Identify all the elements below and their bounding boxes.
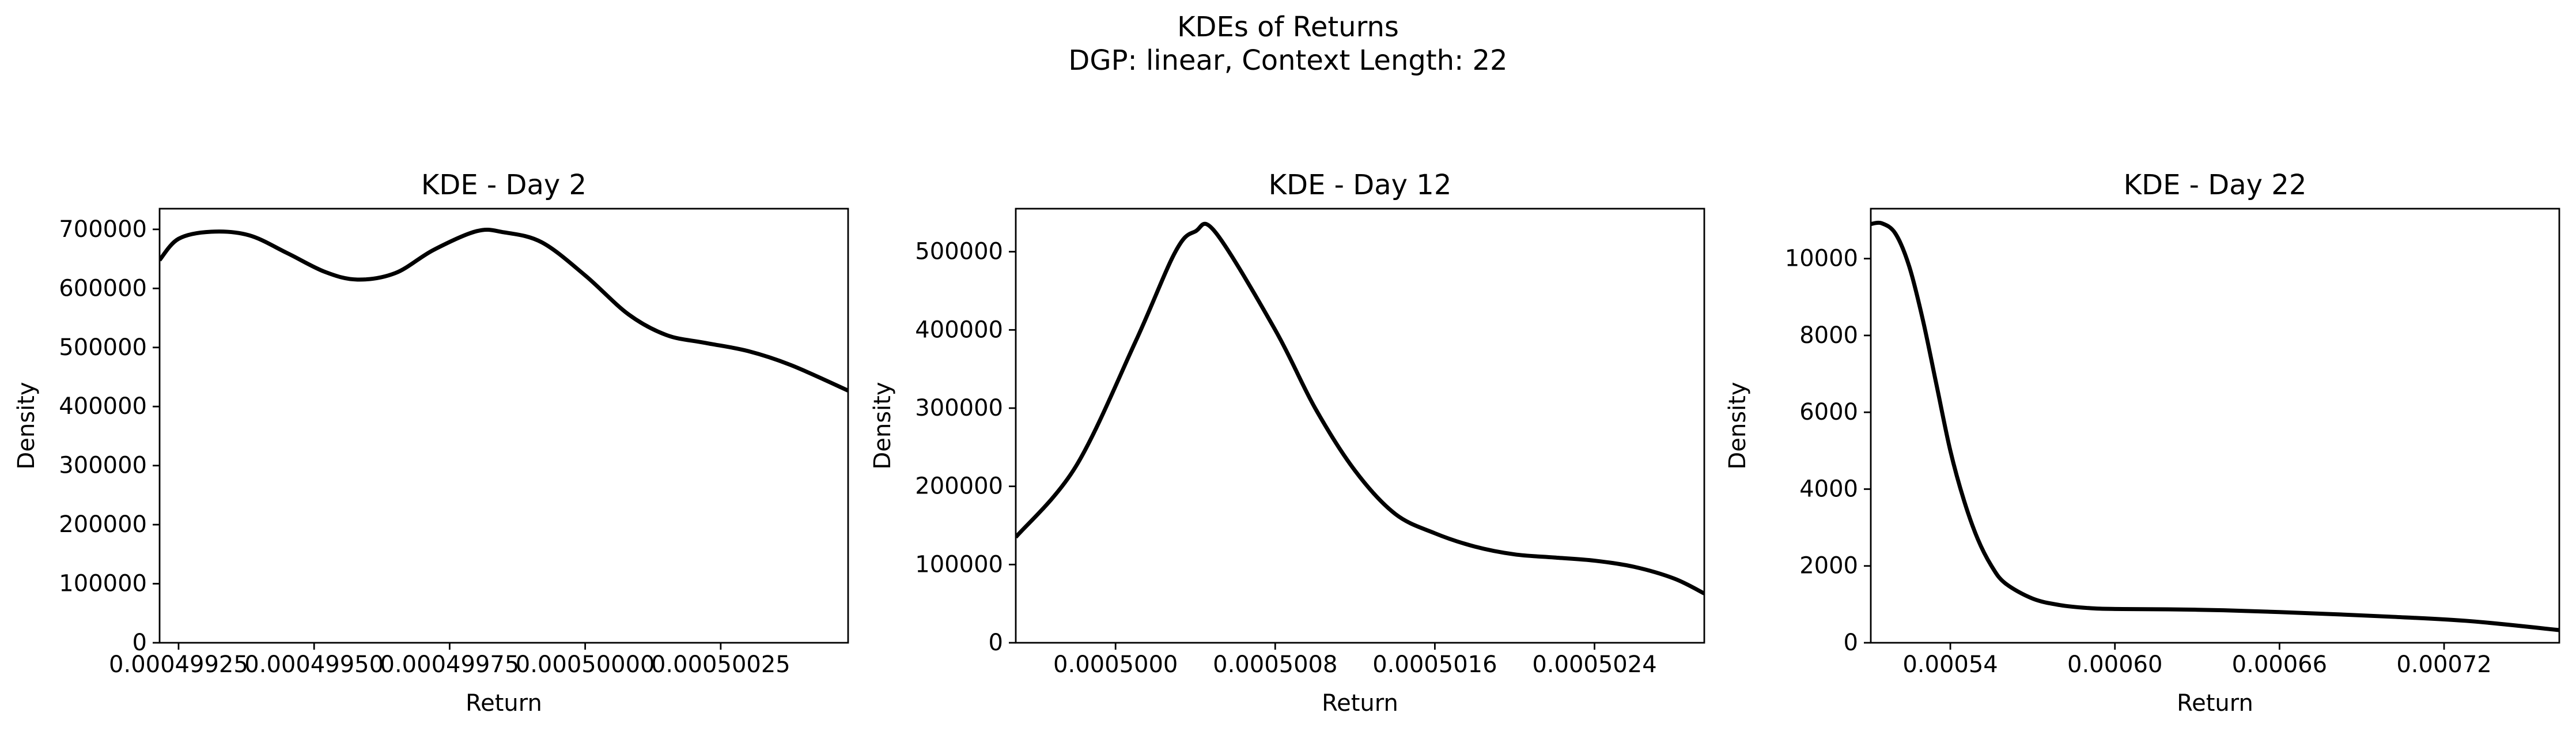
x-tick-label: 0.0005024 xyxy=(1532,651,1656,678)
y-axis-label: Density xyxy=(1724,382,1751,469)
y-tick-label: 0 xyxy=(133,630,147,656)
x-tick-label: 0.00072 xyxy=(2396,651,2491,678)
y-tick-label: 10000 xyxy=(1785,246,1858,272)
y-tick-label: 500000 xyxy=(59,334,147,361)
figure-title-block: KDEs of Returns DGP: linear, Context Len… xyxy=(0,10,2576,77)
y-tick-label: 400000 xyxy=(915,316,1003,343)
kde-line-1 xyxy=(1016,221,1704,595)
kde-line-1 xyxy=(1871,220,2559,632)
subplot-title: KDE - Day 12 xyxy=(1269,169,1452,201)
y-tick-label: 300000 xyxy=(915,395,1003,421)
x-tick-label: 0.00050025 xyxy=(651,651,790,678)
x-tick-label: 0.0005000 xyxy=(1053,651,1178,678)
y-tick-label: 0 xyxy=(1844,630,1858,656)
y-tick-label: 6000 xyxy=(1799,399,1858,425)
subplot-title: KDE - Day 22 xyxy=(2124,169,2307,201)
y-tick-label: 8000 xyxy=(1799,322,1858,349)
subplot-1: 0 100000 200000 300000 400000 500000 600000 700… xyxy=(13,169,849,717)
y-tick-label: 2000 xyxy=(1799,553,1858,579)
y-tick-label: 100000 xyxy=(915,551,1003,578)
y-tick-label: 4000 xyxy=(1799,476,1858,502)
y-tick-label: 500000 xyxy=(915,239,1003,265)
figure-title: KDEs of Returns xyxy=(1177,11,1399,43)
y-tick-label: 600000 xyxy=(59,275,147,301)
x-tick-label: 0.00049975 xyxy=(380,651,520,678)
y-tick-label: 700000 xyxy=(59,216,147,243)
axes-frame xyxy=(1015,208,1705,644)
x-tick-label: 0.00054 xyxy=(1902,651,1998,678)
x-axis-label: Return xyxy=(1322,690,1398,717)
x-tick-label: 0.00060 xyxy=(2067,651,2162,678)
x-tick-label: 0.00050000 xyxy=(516,651,655,678)
axes-frame xyxy=(1870,208,2560,644)
x-tick-label: 0.00049925 xyxy=(109,651,248,678)
subplot-3: 0 2000 4000 6000 8000 10000 0.00054 0.00060 0.00… xyxy=(1724,169,2560,717)
y-tick-label: 400000 xyxy=(59,393,147,420)
x-tick-label: 0.00049950 xyxy=(244,651,384,678)
x-axis-label: Return xyxy=(2177,690,2253,717)
x-tick-label: 0.0005016 xyxy=(1372,651,1497,678)
y-tick-label: 100000 xyxy=(59,571,147,597)
axes-frame xyxy=(158,208,849,644)
figure-subtitle: DGP: linear, Context Length: 22 xyxy=(1068,44,1508,77)
y-axis-label: Density xyxy=(869,382,896,469)
y-axis-label: Density xyxy=(13,382,40,469)
y-tick-label: 200000 xyxy=(915,473,1003,500)
subplot-2: 0 100000 200000 300000 400000 500000 0.0005000… xyxy=(869,169,1705,717)
x-tick-label: 0.0005008 xyxy=(1213,651,1337,678)
kde-line-1 xyxy=(160,227,848,393)
y-tick-label: 300000 xyxy=(59,453,147,479)
y-tick-label: 200000 xyxy=(59,511,147,538)
x-tick-label: 0.00066 xyxy=(2232,651,2327,678)
subplot-title: KDE - Day 2 xyxy=(421,169,587,201)
x-axis-label: Return xyxy=(466,690,542,717)
y-tick-label: 0 xyxy=(989,630,1003,656)
